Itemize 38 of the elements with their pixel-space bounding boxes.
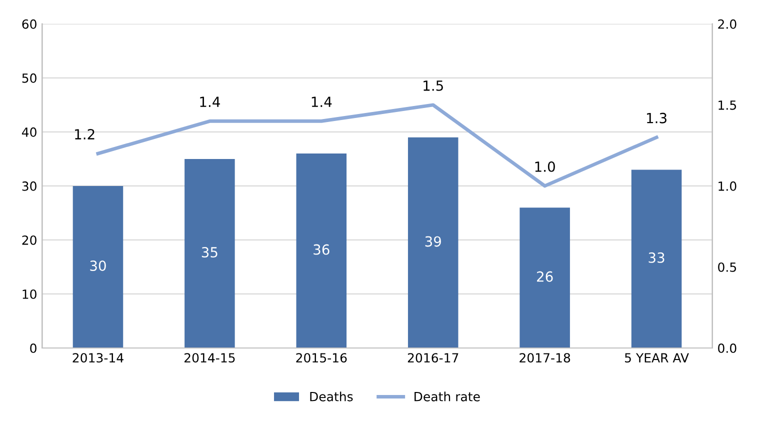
data-label: 1.5 xyxy=(424,80,443,91)
y-tick-label: 30 xyxy=(22,181,36,191)
data-label: 1.4 xyxy=(200,96,220,107)
y2-tick-label: 1.5 xyxy=(718,100,736,110)
y2-tick-label: 2.0 xyxy=(718,19,736,29)
data-label: 1.0 xyxy=(535,161,555,172)
x-tick-label: 2017-18 xyxy=(520,353,570,363)
data-label: 36 xyxy=(314,244,330,255)
x-tick-label: 2015-16 xyxy=(296,353,347,363)
data-label: 39 xyxy=(425,236,441,247)
y2-tick-label: 0.0 xyxy=(718,343,736,353)
y2-tick-label: 0.5 xyxy=(718,262,736,272)
y-tick-label: 10 xyxy=(22,289,36,299)
bar xyxy=(296,154,347,348)
x-tick-label: 2014-15 xyxy=(184,353,235,363)
data-label: 35 xyxy=(202,247,218,258)
bar xyxy=(72,186,124,348)
y-tick-label: 0 xyxy=(30,343,36,353)
y-tick-label: 50 xyxy=(22,73,36,83)
y2-tick-label: 1.0 xyxy=(718,181,736,191)
x-tick-label: 2013-14 xyxy=(72,353,124,363)
data-label: 33 xyxy=(648,252,664,263)
bar xyxy=(408,137,458,348)
legend-label: Deaths xyxy=(310,392,353,402)
data-label: 26 xyxy=(537,271,553,282)
y-tick-label: 60 xyxy=(22,19,36,29)
bar xyxy=(520,208,570,348)
data-label: 1.4 xyxy=(312,96,332,107)
x-tick-label: 2016-17 xyxy=(408,353,458,363)
data-label: 1.3 xyxy=(647,112,666,124)
bar xyxy=(184,158,235,348)
legend-label: Death rate xyxy=(414,392,480,402)
y-tick-label: 20 xyxy=(22,235,36,245)
y-tick-label: 40 xyxy=(22,127,36,137)
x-tick-label: 5 YEAR AV xyxy=(625,353,689,363)
bar xyxy=(631,170,682,348)
data-label: 1.2 xyxy=(75,129,94,140)
data-label: 30 xyxy=(90,260,106,272)
